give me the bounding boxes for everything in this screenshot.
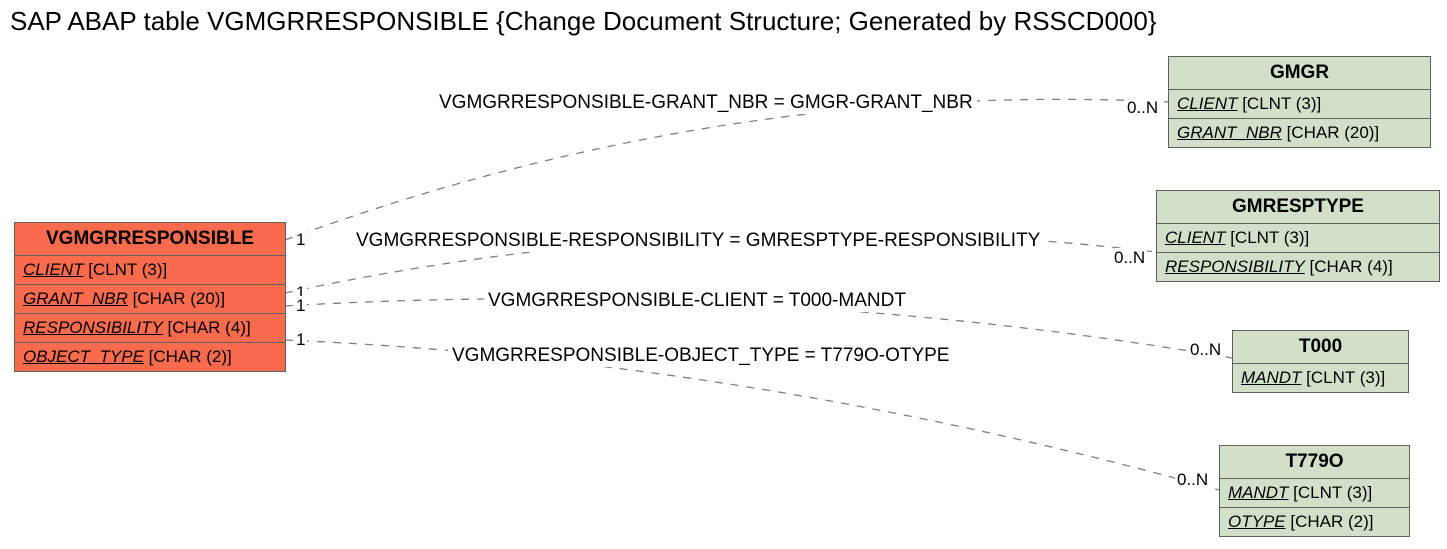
entity-field: RESPONSIBILITY [CHAR (4)] <box>15 314 285 343</box>
entity-field: OBJECT_TYPE [CHAR (2)] <box>15 343 285 371</box>
entity-header: GMRESPTYPE <box>1157 191 1439 224</box>
entity-box: GMGRCLIENT [CLNT (3)]GRANT_NBR [CHAR (20… <box>1168 56 1431 148</box>
page-title: SAP ABAP table VGMGRRESPONSIBLE {Change … <box>10 6 1157 37</box>
entity-field: GRANT_NBR [CHAR (20)] <box>15 285 285 314</box>
entity-field: RESPONSIBILITY [CHAR (4)] <box>1157 253 1439 281</box>
entity-box: T779OMANDT [CLNT (3)]OTYPE [CHAR (2)] <box>1219 445 1410 537</box>
entity-field: MANDT [CLNT (3)] <box>1220 479 1409 508</box>
entity-box: VGMGRRESPONSIBLECLIENT [CLNT (3)]GRANT_N… <box>14 222 286 372</box>
entity-box: GMRESPTYPECLIENT [CLNT (3)]RESPONSIBILIT… <box>1156 190 1440 282</box>
entity-field: OTYPE [CHAR (2)] <box>1220 508 1409 536</box>
entity-field: MANDT [CLNT (3)] <box>1233 364 1408 392</box>
target-cardinality: 0..N <box>1188 340 1223 360</box>
source-cardinality: 1 <box>294 230 307 250</box>
entity-field: CLIENT [CLNT (3)] <box>1169 90 1430 119</box>
source-cardinality: 1 <box>294 330 307 350</box>
entity-field: CLIENT [CLNT (3)] <box>1157 224 1439 253</box>
entity-field: CLIENT [CLNT (3)] <box>15 256 285 285</box>
relation-label: VGMGRRESPONSIBLE-GRANT_NBR = GMGR-GRANT_… <box>435 92 977 114</box>
entity-header: T779O <box>1220 446 1409 479</box>
entity-header: VGMGRRESPONSIBLE <box>15 223 285 256</box>
target-cardinality: 0..N <box>1175 470 1210 490</box>
entity-header: T000 <box>1233 331 1408 364</box>
entity-box: T000MANDT [CLNT (3)] <box>1232 330 1409 393</box>
source-cardinality: 1 <box>294 296 307 316</box>
relation-label: VGMGRRESPONSIBLE-RESPONSIBILITY = GMRESP… <box>352 230 1044 252</box>
relation-label: VGMGRRESPONSIBLE-CLIENT = T000-MANDT <box>484 290 910 312</box>
entity-field: GRANT_NBR [CHAR (20)] <box>1169 119 1430 147</box>
target-cardinality: 0..N <box>1112 248 1147 268</box>
target-cardinality: 0..N <box>1125 98 1160 118</box>
entity-header: GMGR <box>1169 57 1430 90</box>
relation-label: VGMGRRESPONSIBLE-OBJECT_TYPE = T779O-OTY… <box>448 345 953 367</box>
